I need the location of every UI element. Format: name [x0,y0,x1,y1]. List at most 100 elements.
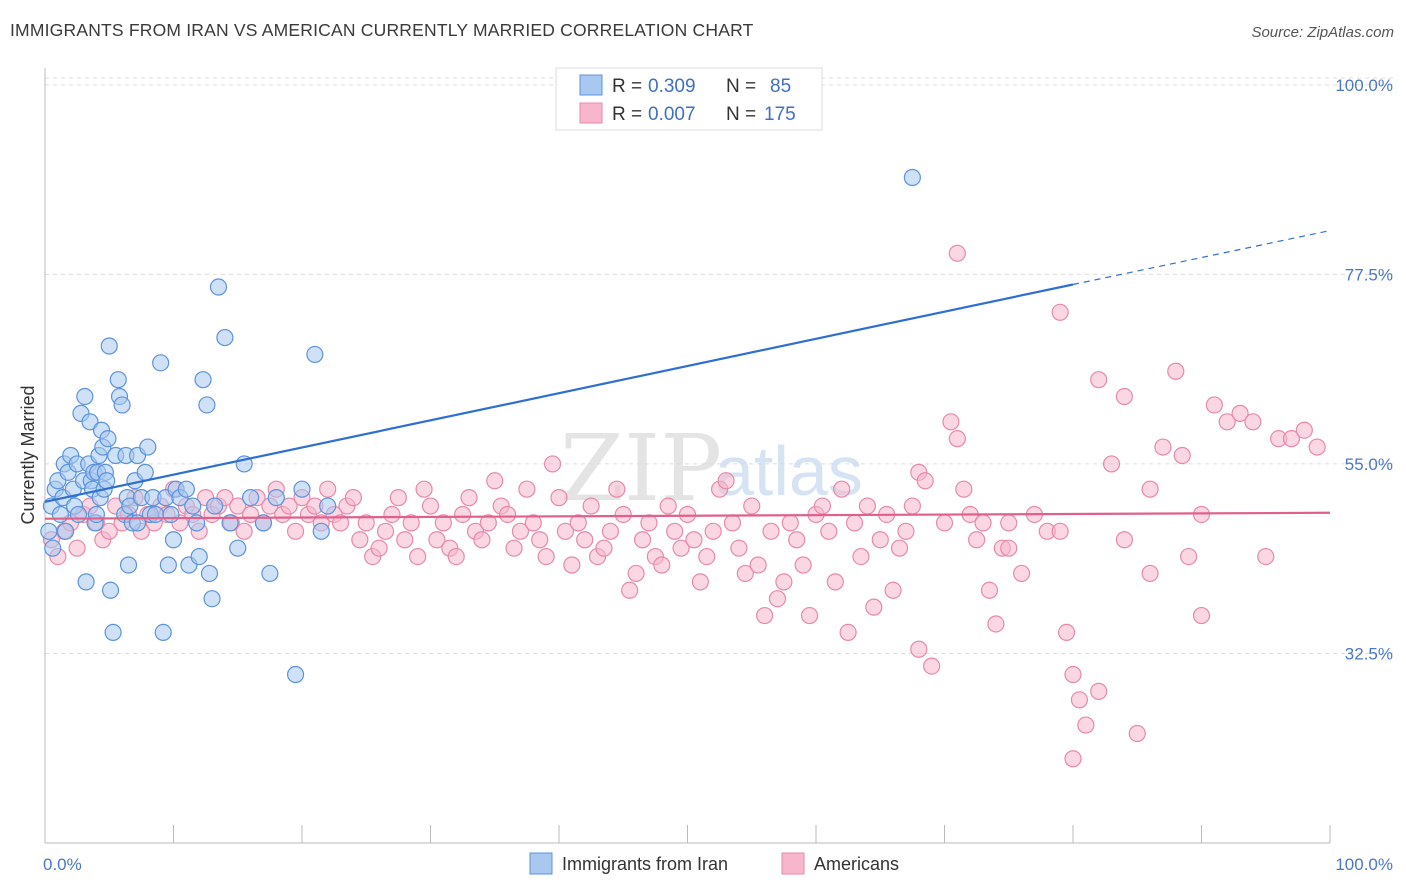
point-s1-106 [723,514,742,532]
point-s1-131 [884,581,902,599]
point-s0-34 [99,430,117,448]
point-s1-68 [479,514,497,532]
point-s1-92 [633,531,652,549]
point-s1-123 [833,480,851,498]
point-s1-76 [531,531,549,549]
y-tick-label-3: 100.0% [1335,76,1393,95]
point-s0-17 [76,387,94,406]
point-s0-51 [136,463,154,481]
chart-source: Source: ZipAtlas.com [1251,24,1394,41]
point-s1-177 [1051,303,1069,321]
point-s1-88 [608,480,626,498]
point-s0-72 [203,590,221,608]
point-s0-55 [146,505,165,524]
point-s1-51 [370,539,388,557]
point-s1-152 [1051,522,1069,540]
point-s1-156 [1077,716,1095,734]
point-s0-25 [87,505,106,524]
tick-labels: 32.5% 55.0% 77.5% 100.0% 0.0% 100.0% [43,76,1393,874]
point-s1-134 [903,497,921,515]
point-s1-149 [1012,564,1031,583]
point-s1-56 [402,514,420,532]
bottom-legend: Immigrants from Iran Americans [529,852,899,875]
point-s1-93 [640,514,658,532]
point-s1-164 [1173,446,1191,465]
point-s0-66 [184,497,202,515]
legend-n-value-americans: 175 [764,104,796,125]
point-s1-175 [1308,438,1326,456]
point-s1-184 [1064,750,1082,768]
point-s1-71 [499,505,517,524]
point-s1-181 [1141,564,1159,583]
trend-line-0 [44,283,1074,503]
x-tick-label-1: 100.0% [1335,855,1393,874]
point-s1-98 [672,539,690,557]
point-s1-173 [1282,430,1301,448]
point-s0-46 [121,497,139,515]
point-s1-158 [1102,455,1121,473]
point-s0-45 [119,556,138,574]
point-s1-133 [897,522,915,540]
point-s1-86 [595,539,613,557]
point-s0-52 [139,438,157,456]
point-s0-5 [51,505,70,524]
point-s1-137 [923,657,941,675]
grid [45,77,1395,654]
point-s1-117 [794,556,812,574]
point-s1-29 [229,497,247,515]
point-s0-39 [109,371,127,389]
point-s1-80 [556,522,575,540]
point-s1-81 [563,556,581,574]
point-s0-70 [198,396,216,414]
point-s1-162 [1154,438,1172,456]
point-s1-90 [621,581,639,599]
legend-swatch-americans [579,102,603,124]
point-s1-148 [1000,514,1018,532]
point-s1-55 [396,531,414,549]
trend-line-dashed-0 [1072,229,1331,286]
point-s1-176 [948,244,966,262]
point-s0-73 [206,497,224,515]
point-s1-141 [955,480,973,498]
point-s1-154 [1064,665,1082,684]
point-s1-126 [852,547,870,566]
point-s0-85 [312,522,330,540]
point-s1-132 [890,539,909,557]
point-s1-140 [948,430,966,448]
point-s0-2 [44,539,62,557]
point-s1-57 [409,547,427,566]
point-s1-91 [627,564,645,583]
point-s1-178 [1090,371,1108,389]
point-s0-57 [154,623,172,642]
point-s1-84 [582,497,600,515]
point-s0-0 [40,522,58,540]
point-s1-74 [518,480,536,498]
bottom-legend-label-americans: Americans [814,854,899,874]
point-s0-80 [254,514,273,532]
point-s1-116 [788,531,806,549]
point-s1-125 [845,514,864,532]
point-s1-114 [775,573,793,591]
point-s1-122 [826,573,844,591]
chart-title: IMMIGRANTS FROM IRAN VS AMERICAN CURRENT… [10,20,754,40]
point-s1-183 [1115,387,1134,406]
point-s1-110 [749,556,767,574]
point-s1-171 [1257,547,1275,566]
point-s1-67 [473,531,491,549]
point-s1-127 [858,497,877,515]
trend-line-1 [44,511,1331,520]
point-s1-103 [704,522,722,540]
point-s0-81 [261,564,279,583]
point-s1-47 [344,489,362,507]
point-s0-77 [229,539,247,557]
point-s1-128 [865,598,883,616]
point-s1-63 [447,547,465,566]
point-s0-82 [267,489,285,507]
bottom-legend-swatch-iran [529,852,553,875]
point-s0-8 [56,522,75,540]
point-s1-139 [942,413,960,431]
point-s0-33 [98,472,116,490]
point-s1-109 [743,497,761,515]
point-s1-170 [1244,413,1262,431]
point-s1-72 [505,539,523,557]
